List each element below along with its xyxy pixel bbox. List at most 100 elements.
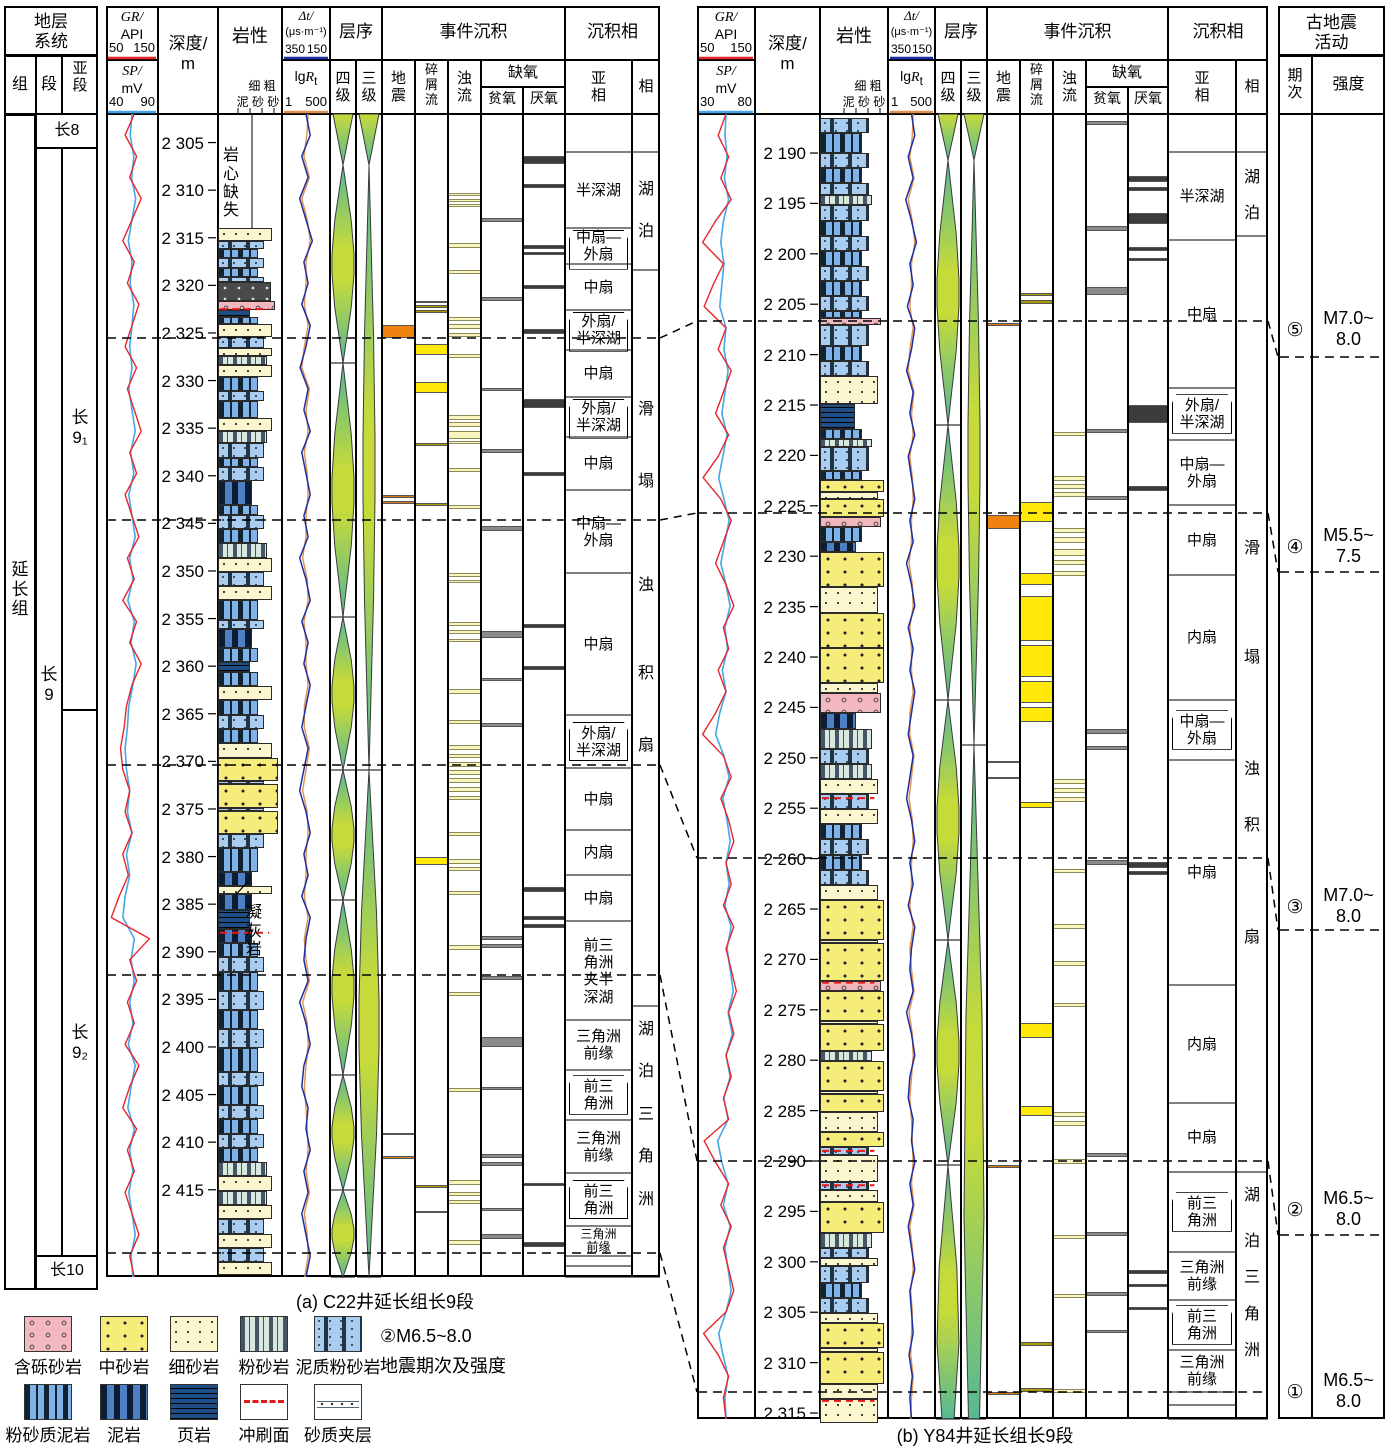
body-col-e4 [1086,114,1128,1419]
event-mark-turb [1054,778,1085,784]
depth-tick-label: 2 350 [161,561,204,581]
legend-label: 粉砂质泥岩 [5,1426,91,1445]
subfacies-value: 三角洲 前缘 [575,1028,621,1063]
lith-interval [218,1247,264,1263]
gr-label-text: GR/ [714,10,738,25]
depth-header-cell [158,6,218,114]
subfacies-value: 前三 角洲 [583,1182,614,1217]
event-mark-turb [449,778,480,784]
lith-interval [218,1133,264,1148]
event-mark-turb [449,324,480,330]
event-mark-turb [449,795,480,801]
lith-interval [820,439,873,448]
lith-interval [218,324,272,337]
lith-interval [218,648,258,663]
facies-value-char: 洲 [637,1191,654,1208]
lith-interval [218,686,272,701]
lith-interval [218,365,272,377]
lith-interval [218,514,264,530]
event-mark-debris [1021,1022,1052,1039]
dysoxic-label: 贫氧 [488,90,516,106]
depth-tick-label: 2 305 [763,1303,806,1323]
lith-interval [820,1398,878,1424]
event-mark-turb [449,468,480,472]
facies-value-char: 角 [637,1148,654,1165]
event-mark-dysoxic [1087,728,1127,734]
event-mark-turb [449,1087,480,1092]
lith-interval [218,943,258,958]
event-mark-turb [1054,432,1085,437]
lith-interval [218,457,258,468]
lith-interval [218,893,252,910]
lith-interval [218,957,264,972]
event-mark-turb [1054,1002,1085,1007]
lith-interval [820,132,863,153]
lith-interval [820,990,884,1021]
lith-interval [820,281,863,297]
tuff-label: 凝 灰 岩 [245,904,262,958]
legend-swatch-scour [240,1384,288,1420]
event-mark-turb [1054,1234,1085,1239]
event-mark-turb [1054,868,1085,873]
subfacies-box [569,1179,628,1220]
event-mark-seismic [988,1165,1019,1169]
event-mark-turb [449,991,480,996]
ev-seismic-hdr [382,60,415,114]
lith-interval [820,587,878,613]
lith-interval [820,526,863,543]
lith-interval [218,714,264,729]
event-mark-seismic [988,1391,1019,1395]
subfacies-box [569,721,628,762]
depth-tick-label: 2 315 [763,1404,806,1423]
depth-tick-label: 2 280 [763,1051,806,1071]
lith-label: 岩性 [232,26,268,46]
facies-value-char: 角 [1243,1306,1260,1323]
depth-tick-label: 2 415 [161,1180,204,1200]
gr-scale: 50 150 [109,40,155,55]
event-mark-debris [416,1210,447,1214]
depth-tick-label: 2 220 [763,446,806,466]
subfacies-value: 前三 角洲 夹半 深湖 [583,936,614,1006]
legend-label: 页岩 [177,1426,211,1445]
strat-member-value: 长 9 [40,665,58,704]
strat-col-member-label: 段 [40,76,57,93]
lith-interval [820,1023,884,1052]
legend-note-line2: 地震期次及强度 [380,1356,506,1376]
dt-scale: 350 150 [891,42,932,56]
event-mark-turb [449,753,480,759]
lith-interval [820,1265,869,1283]
body-col-depth [158,114,218,1277]
event-mark-turb [449,193,480,196]
lith-interval [218,1262,272,1276]
legend-label: 粉砂岩 [238,1358,290,1377]
facies-value-char: 洲 [1243,1342,1260,1359]
depth-tick-label: 2 250 [763,748,806,768]
lith-interval [218,619,264,630]
anoxia-hdr [1086,60,1168,87]
dt-label-text: Δt/ [298,8,314,23]
strat-group-value: 延 长 组 [11,560,29,619]
correlation-connector [1267,512,1279,573]
event-mark-anoxic [524,252,564,255]
event-mark-anoxic [524,624,564,629]
events-label: 事件沉积 [1043,22,1112,41]
lith-interval [218,481,252,506]
seq4-header-cell [935,60,961,114]
legend-swatch-siltyMud [24,1384,72,1420]
lith-interval [820,153,869,169]
facies-label: 沉积相 [1192,22,1244,41]
lith-interval [820,470,863,480]
subfacies-hdr [565,60,632,114]
facies-value-char: 塌 [637,473,654,490]
body-col-e4 [481,114,523,1277]
facies-col-hdr [1236,60,1268,114]
lith-interval [820,748,869,764]
event-mark-turb [449,745,480,750]
event-mark-turb [1054,1158,1085,1165]
subfacies-value: 中扇 [583,278,614,296]
dysoxic-hdr [1086,87,1128,114]
subfacies-value: 半深湖 [1179,187,1225,205]
depth-tick-label: 2 370 [161,752,204,772]
strat-col-sub-hdr [62,56,98,114]
event-mark-turb [1054,1120,1085,1126]
